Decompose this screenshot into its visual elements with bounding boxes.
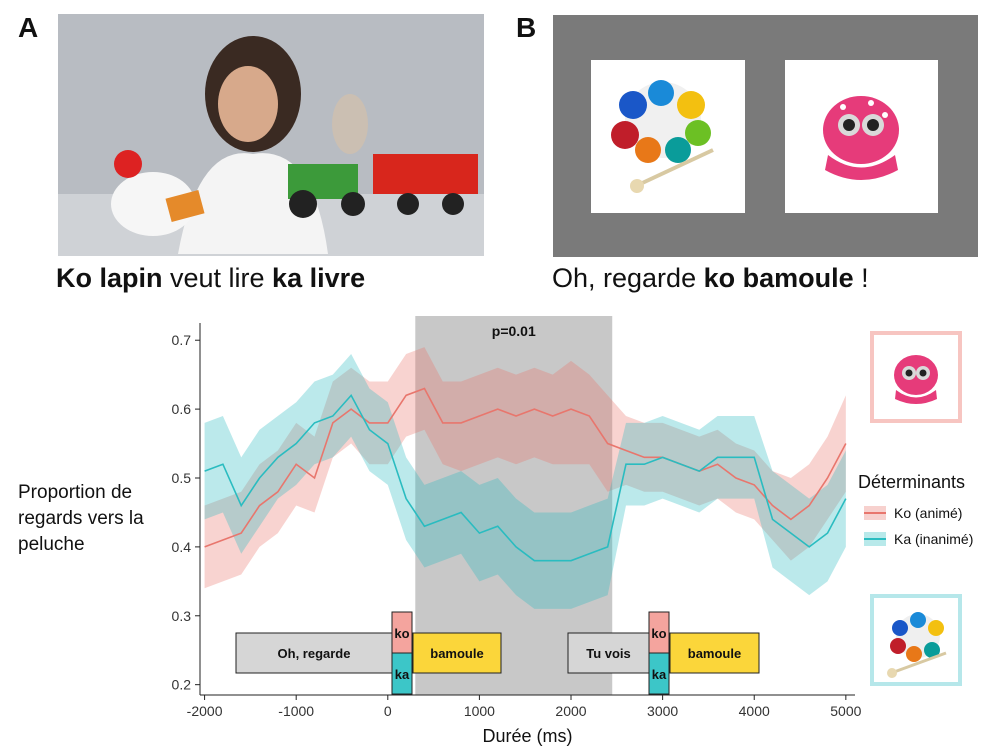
caption-a-part-3: ka livre — [272, 263, 366, 293]
x-tick-label: 3000 — [647, 703, 678, 719]
sentence-2-pre-box — [567, 632, 650, 674]
panel-a-caption: Ko lapin veut lire ka livre — [56, 263, 365, 294]
sentence-2-det-ka-text: ka — [652, 667, 667, 682]
legend-swatch-ka — [864, 532, 886, 546]
panel-b-caption: Oh, regarde ko bamoule ! — [552, 263, 869, 294]
legend-item-ko: Ko (animé) — [864, 505, 962, 521]
xylophone-toy-icon — [611, 80, 714, 193]
panel-b-letter: B — [516, 12, 537, 43]
y-tick-label: 0.2 — [172, 677, 192, 693]
sentence-1-pre-text: Oh, regarde — [278, 646, 351, 661]
legend-swatch-ko — [864, 506, 886, 520]
y-tick-label: 0.5 — [172, 470, 192, 486]
legend-title: Déterminants — [858, 472, 966, 492]
panel-a-photo — [58, 14, 484, 256]
sentence-2-det-ka-box — [648, 652, 670, 695]
confidence-band-ko — [204, 347, 846, 589]
sentence-2-det-ko-text: ko — [651, 626, 666, 641]
y-axis-label: Proportion de regards vers la peluche — [18, 482, 144, 555]
x-tick-label: 4000 — [739, 703, 770, 719]
sentence-2: Tu vois bamoule ko ka — [567, 611, 760, 695]
y-tick-label: 0.7 — [172, 332, 192, 348]
panel-b-screen — [553, 15, 978, 257]
x-tick-label: 1000 — [464, 703, 495, 719]
sentence-1-det-ka-text: ka — [395, 667, 410, 682]
sentence-1-det-ka-box — [391, 652, 413, 695]
animate-thumbnail — [870, 331, 962, 423]
sentence-2-noun-text: bamoule — [688, 646, 741, 661]
octopus-plush-icon — [823, 96, 899, 180]
sentence-1-noun-box — [412, 632, 502, 674]
caption-a-part-2: veut lire — [162, 263, 273, 293]
inanimate-thumbnail — [870, 594, 962, 686]
x-axis-label: Durée (ms) — [482, 726, 572, 746]
sentence-1-det-ko-box — [391, 611, 413, 654]
octopus-plush-icon — [894, 355, 938, 404]
sentence-2-det-ko-box — [648, 611, 670, 654]
legend-item-ka: Ka (inanimé) — [864, 531, 973, 547]
panel-a-letter: A — [18, 12, 39, 43]
caption-a-part-1: Ko lapin — [56, 263, 163, 293]
legend-label-ko: Ko (animé) — [894, 505, 963, 521]
y-tick-label: 0.3 — [172, 608, 192, 624]
x-tick-label: 0 — [384, 703, 392, 719]
sentence-2-noun-box — [669, 632, 760, 674]
series-line-ko — [204, 387, 847, 548]
series-line-ka — [204, 393, 847, 562]
x-tick-label: -2000 — [187, 703, 223, 719]
significance-label: p=0.01 — [492, 323, 536, 339]
x-tick-label: -1000 — [278, 703, 314, 719]
xylophone-toy-icon — [887, 612, 947, 678]
significance-window — [415, 316, 613, 695]
legend-label-ka: Ka (inanimé) — [894, 531, 974, 547]
y-tick-label: 0.4 — [172, 539, 192, 555]
x-tick-label: 2000 — [555, 703, 586, 719]
sentence-1: Oh, regarde bamoule ko ka — [235, 611, 502, 695]
y-tick-label: 0.6 — [172, 401, 192, 417]
caption-b-part-2: ko bamoule — [703, 263, 854, 293]
sentence-1-det-ko-text: ko — [394, 626, 409, 641]
sentence-1-pre-box — [235, 632, 393, 674]
caption-b-part-1: Oh, regarde — [552, 263, 704, 293]
sentence-2-pre-text: Tu vois — [586, 646, 631, 661]
caption-b-part-3: ! — [853, 263, 869, 293]
sentence-1-noun-text: bamoule — [430, 646, 483, 661]
x-tick-label: 5000 — [830, 703, 861, 719]
confidence-band-ka — [204, 354, 846, 609]
